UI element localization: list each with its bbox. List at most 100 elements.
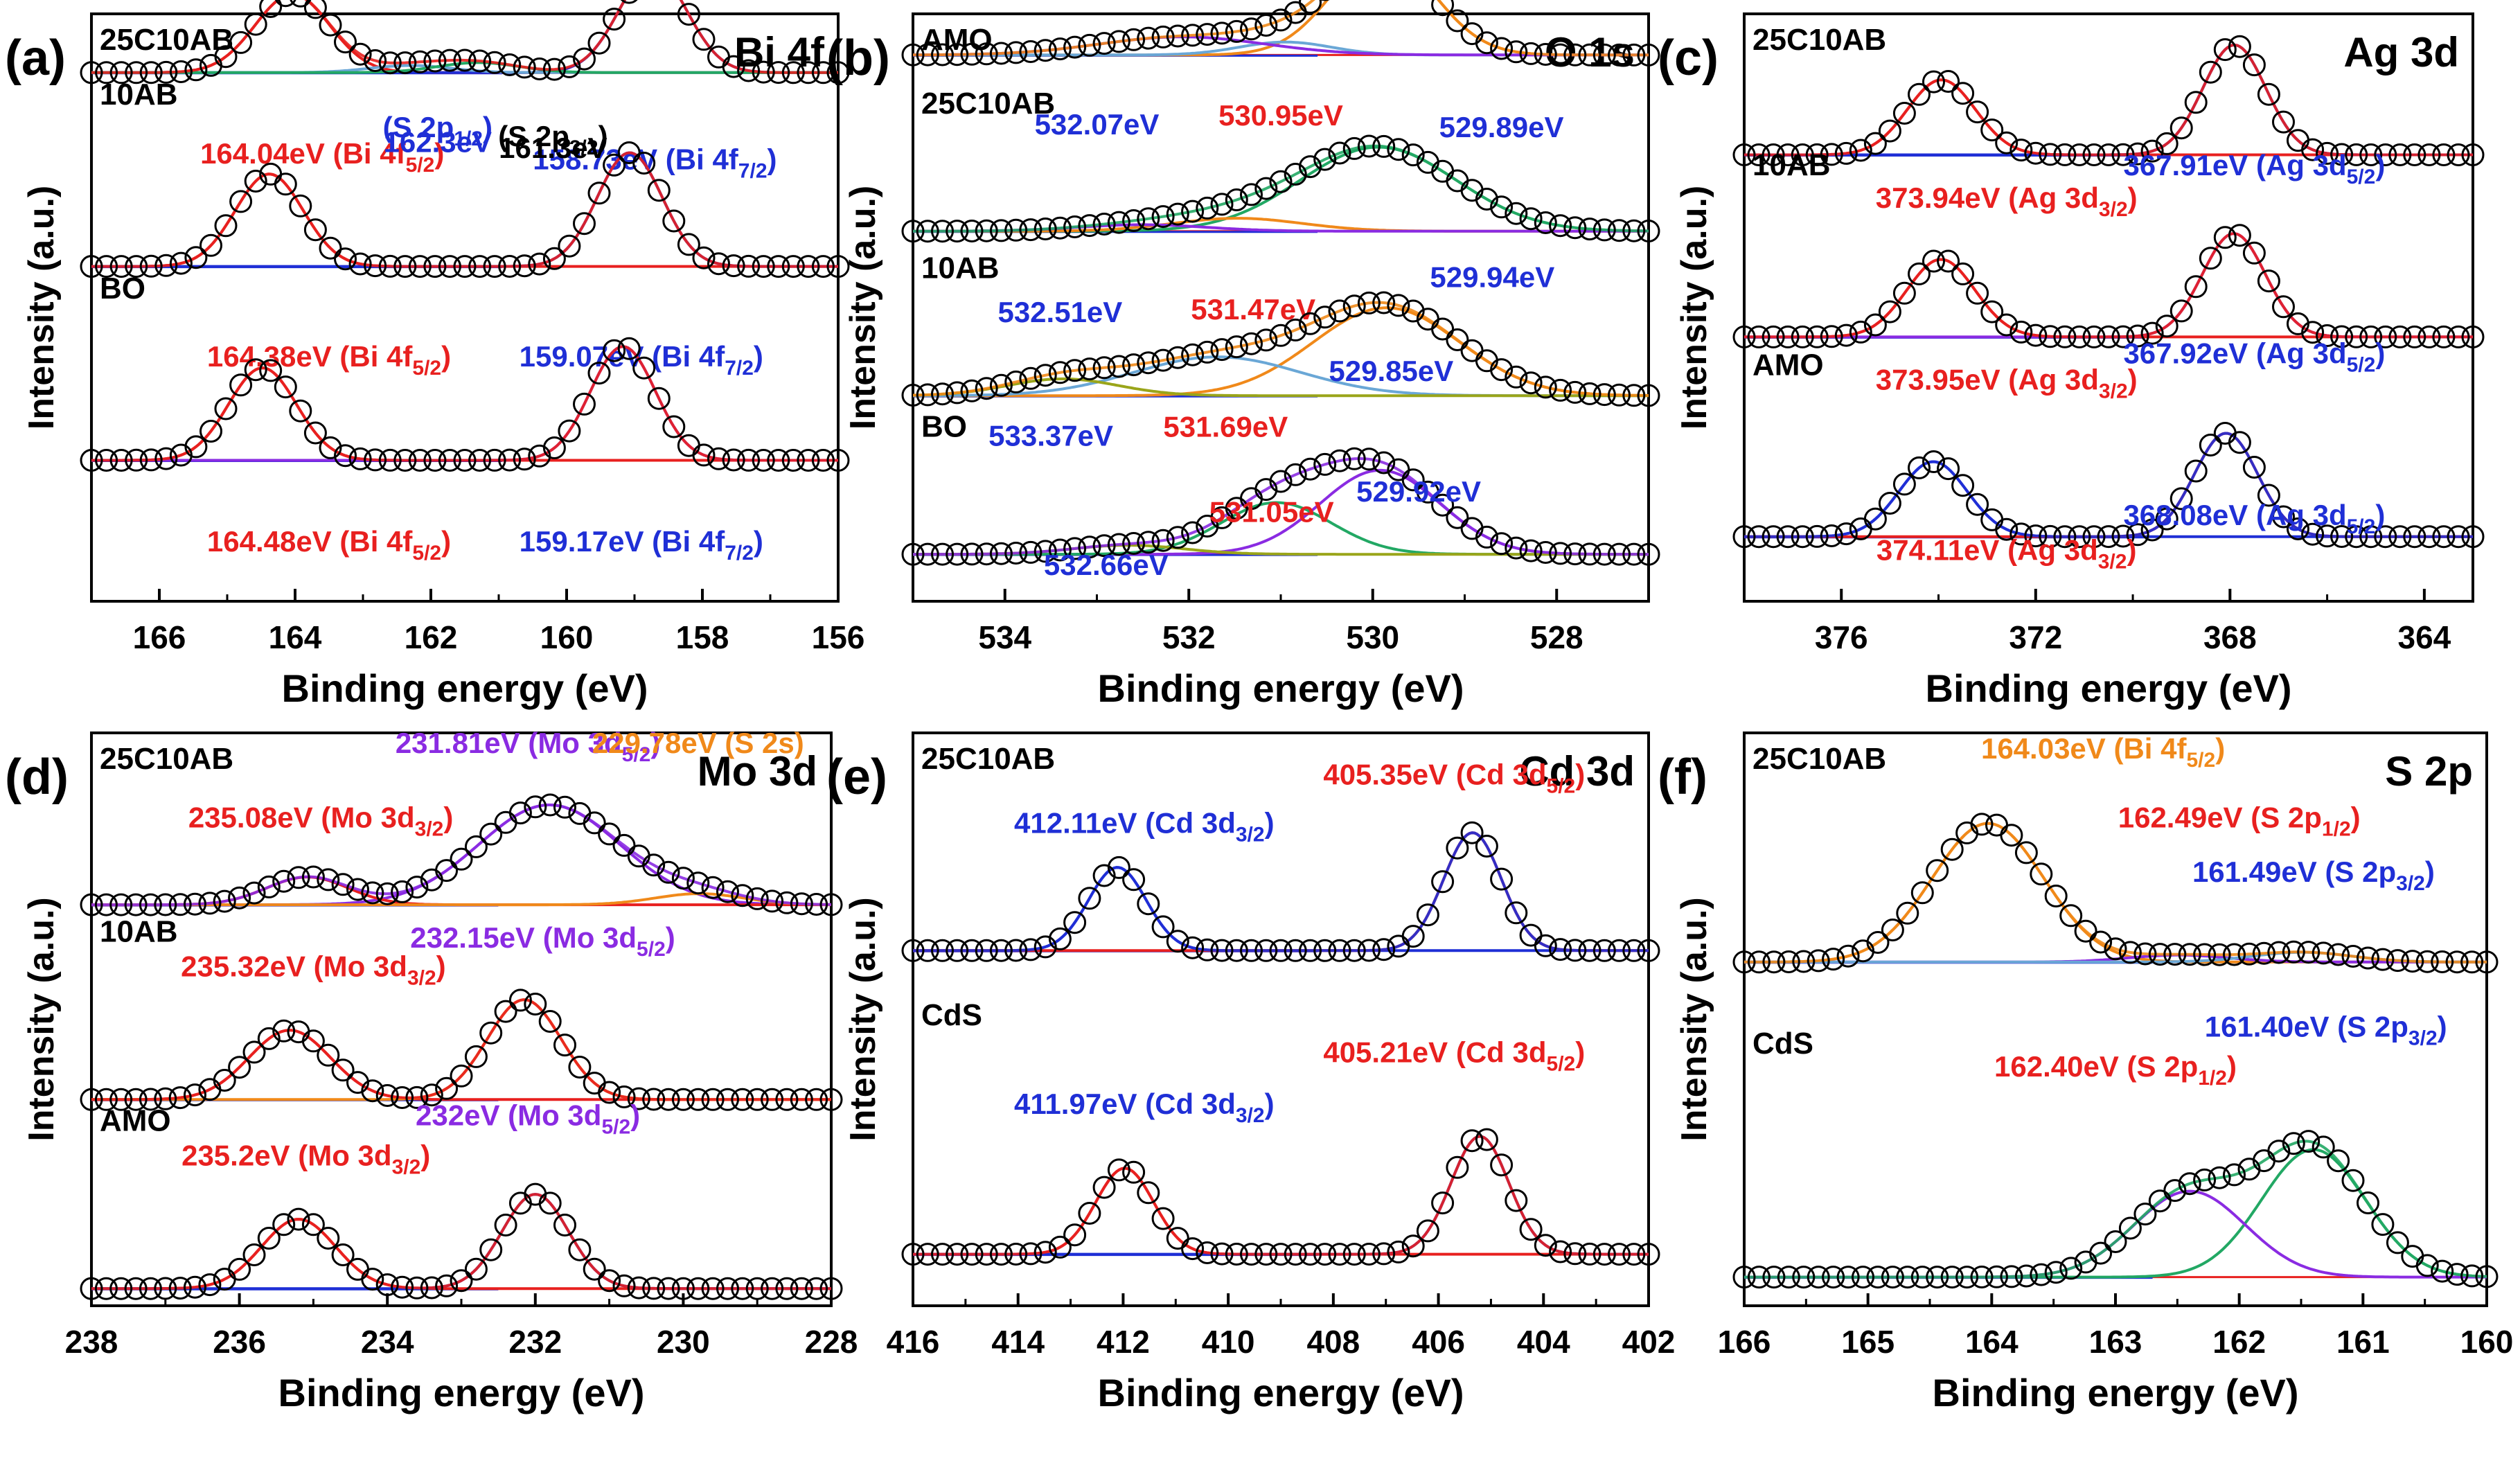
panel-a-data-point: [169, 60, 193, 83]
panel-e-data-point: [1592, 939, 1616, 962]
panel-e-data-point: [1475, 835, 1498, 858]
panel-d-data-point: [301, 865, 325, 889]
panel-a-data-point: [274, 172, 297, 196]
panel-c-peak-label: 373.94eV (Ag 3d3/2): [1876, 181, 2138, 221]
panel-b-peak-label-text: 532.66eV: [1044, 549, 1169, 581]
panel-c-peak-label-text: 368.08eV (Ag 3d: [2123, 499, 2346, 531]
panel-d-data-point: [168, 1086, 192, 1110]
panel-c-data-point: [2039, 143, 2062, 166]
panel-c-data-point: [2417, 325, 2441, 348]
panel-b-data-point: [1240, 17, 1263, 41]
panel-c-data-point: [2199, 60, 2222, 84]
panel-e-data-point: [1416, 1219, 1439, 1243]
panel-a-peak-label-sub: 3/2: [569, 136, 598, 159]
panel-f-data-point: [2014, 841, 2038, 864]
panel-c-peak-label-close: ): [2128, 364, 2138, 396]
panel-f-peak-label-text: 161.49eV (S 2p: [2192, 855, 2396, 888]
panel-a-data-point: [752, 60, 775, 84]
panel-b-data-point: [1549, 214, 1572, 238]
panel-d-data-point: [538, 1191, 562, 1215]
panel-d-peak-label-close: ): [630, 1099, 640, 1132]
panel-a-peak-label-sub: 7/2: [738, 160, 767, 183]
panel-f-data-point: [2460, 1264, 2484, 1288]
panel-d-component-peak: [91, 998, 831, 1101]
panel-e-data-point: [1033, 935, 1057, 959]
panel-d-peak-label-sub: 5/2: [622, 743, 651, 766]
panel-b-data-point: [1151, 348, 1175, 372]
panel-d-peak-label-close: ): [443, 801, 453, 834]
panel-b-data-point: [989, 373, 1013, 397]
panel-f-xtick-label: 161: [2336, 1324, 2390, 1360]
panel-b-data-point: [1254, 478, 1278, 502]
panel-e-envelope: [913, 831, 1649, 952]
panel-b-data-point: [916, 542, 939, 566]
panel-a-peak-label-text: 161.3eV: [499, 132, 607, 164]
panel-a-component-peak: [91, 366, 838, 462]
panel-e-data-point: [960, 939, 984, 962]
panel-a-data-point: [797, 255, 820, 278]
panel-d-xlabel: Binding energy (eV): [278, 1371, 645, 1415]
panel-c-sample-label: 10AB: [1753, 148, 1831, 182]
panel-b-data-point: [1490, 532, 1514, 556]
panel-f-data-point: [1896, 1266, 1919, 1289]
panel-c-data-point: [1732, 525, 1756, 549]
panel-d-data-point: [612, 833, 636, 857]
panel-b-data-point: [1475, 31, 1498, 55]
panel-b-data-point: [1122, 353, 1146, 377]
panel-a-data-point: [229, 373, 253, 397]
panel-d-data-point: [154, 1277, 177, 1300]
panel-b-data-point: [1519, 371, 1543, 395]
panel-b-xtick-label: 534: [978, 619, 1031, 655]
panel-d-data-point: [198, 892, 222, 915]
panel-c-data-point: [2242, 53, 2266, 77]
panel-a-data-point: [139, 448, 163, 472]
panel-e-data-point: [946, 939, 969, 962]
panel-a-data-point: [303, 421, 327, 445]
panel-d-data-point: [331, 1243, 355, 1266]
panel-a-peak-label-text: 164.48eV (Bi 4f: [207, 525, 414, 558]
panel-b-data-point: [1033, 218, 1057, 240]
panel-c-letter: (c): [1658, 30, 1719, 86]
panel-f-data-point: [2415, 1254, 2439, 1277]
panel-c-data-point: [2097, 325, 2120, 348]
panel-d-data-point: [109, 893, 133, 916]
panel-b-data-point: [931, 382, 954, 406]
panel-d-data-point: [213, 889, 236, 913]
panel-b-data-point: [1269, 323, 1293, 347]
panel-d-data-point: [479, 1021, 503, 1045]
panel-d-data-point: [361, 1268, 384, 1291]
panel-b-data-point: [1592, 383, 1616, 407]
panel-c-data-point: [2388, 143, 2412, 166]
panel-b-data-point: [1534, 43, 1557, 66]
panel-b-data-point: [1431, 493, 1455, 517]
panel-a-xtick-label: 164: [269, 619, 322, 655]
panel-b-data-point: [989, 542, 1013, 565]
panel-c-data-point: [1834, 323, 1858, 347]
panel-b-data-point: [1240, 183, 1263, 206]
panel-c-data-point: [2403, 325, 2426, 348]
panel-c-data-point: [1776, 143, 1800, 166]
panel-a-data-point: [378, 51, 402, 75]
panel-e-data-point: [1151, 1207, 1175, 1230]
panel-b-data-point: [1033, 364, 1057, 387]
panel-b-data-point: [1151, 205, 1175, 229]
panel-d-data-point: [701, 876, 725, 899]
panel-e-peak-label-text: 411.97eV (Cd 3d: [1014, 1088, 1236, 1120]
panel-f-peak-label-close: ): [2425, 855, 2435, 888]
panel-d-data-point: [731, 1088, 754, 1111]
panel-e-peak-label-close: ): [1575, 1036, 1585, 1069]
panel-a-peak-label: 164.04eV (Bi 4f5/2): [200, 137, 444, 177]
panel-d-data-point: [154, 893, 177, 916]
panel-a-data-point: [244, 358, 267, 382]
panel-a-data-point: [752, 449, 775, 472]
panel-c-data-point: [1820, 325, 1843, 348]
panel-a-data-point: [528, 252, 551, 276]
panel-b-data-point: [916, 220, 939, 243]
panel-d-data-point: [805, 1088, 828, 1111]
panel-f-data-point: [2371, 1213, 2395, 1236]
panel-d-data-point: [627, 1087, 650, 1110]
panel-c-data-point: [1966, 100, 1989, 124]
panel-c-data-point: [1980, 300, 2004, 323]
panel-b-data-point: [1048, 37, 1072, 61]
panel-b-data-point: [1063, 537, 1087, 560]
